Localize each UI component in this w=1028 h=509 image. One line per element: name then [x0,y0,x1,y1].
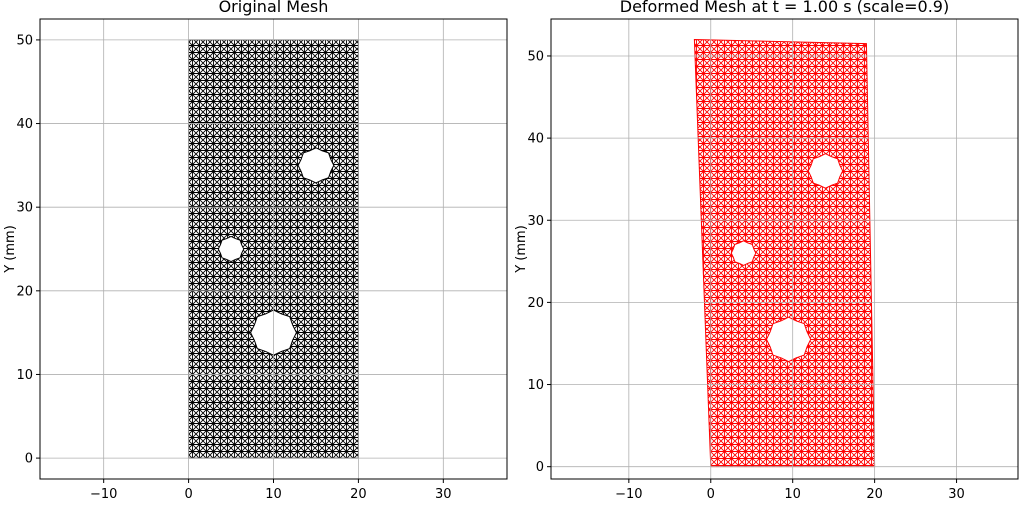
y-axis-label: Y (mm) [3,225,18,274]
y-tick-label: 10 [527,378,544,393]
x-tick-label: 10 [784,487,801,502]
y-tick-label: 30 [527,214,544,229]
y-tick-label: 40 [527,132,544,147]
chart-title: Original Mesh [219,0,329,16]
y-tick-label: 20 [527,296,544,311]
chart-title: Deformed Mesh at t = 1.00 s (scale=0.9) [620,0,949,16]
y-tick-label: 20 [16,284,33,299]
x-tick-label: 30 [435,487,452,502]
y-tick-label: 50 [527,49,544,64]
chart-original-mesh: −10 0 10 20 30 0 10 20 30 40 50 Original Mesh Y (mm) [3,0,508,502]
x-tick-label: 0 [184,487,192,502]
x-tick-label: −10 [90,487,117,502]
chart-deformed-mesh: −10 0 10 20 30 0 10 20 30 40 50 Deformed Mesh at t … [514,0,1019,502]
x-tick-label: 20 [350,487,367,502]
y-tick-label: 0 [536,460,544,475]
x-tick-label: 0 [707,487,715,502]
x-tick-label: 30 [948,487,965,502]
x-tick-label: 10 [265,487,282,502]
y-axis-label: Y (mm) [514,225,529,274]
y-tick-label: 0 [25,452,33,467]
plot-area [40,19,507,479]
mesh-domain [693,39,876,468]
y-tick-label: 40 [16,117,33,132]
y-tick-label: 50 [16,33,33,48]
x-tick-label: −10 [615,487,642,502]
x-tick-label: 20 [866,487,883,502]
y-tick-label: 30 [16,201,33,216]
plot-area [551,19,1018,479]
y-tick-label: 10 [16,368,33,383]
axes-frame [550,18,1019,480]
